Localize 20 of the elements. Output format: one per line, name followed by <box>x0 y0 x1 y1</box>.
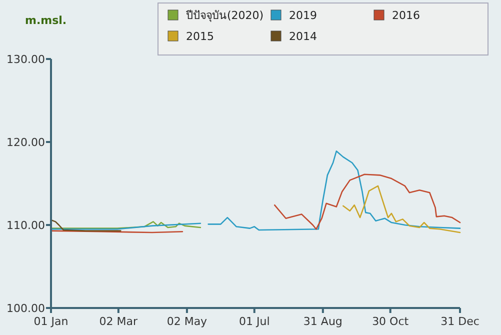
legend-label: ปีปัจจุบัน(2020) <box>185 8 264 22</box>
line-series <box>50 221 202 229</box>
x-tick-label: 02 May <box>166 315 208 328</box>
legend-label: 2016 <box>392 8 420 22</box>
y-tick-label: 120.00 <box>6 136 45 149</box>
y-tick-label: 130.00 <box>6 52 45 66</box>
line-series <box>50 219 122 232</box>
y-tick-label: 100.00 <box>6 302 45 315</box>
legend-label: 2014 <box>289 30 317 43</box>
x-tick-label: 02 Mar <box>99 315 138 328</box>
x-tick-label: 30 Oct <box>372 315 410 328</box>
line-series <box>342 185 461 234</box>
y-axis-title: m.msl. <box>25 14 67 27</box>
legend-label: 2019 <box>289 8 317 22</box>
y-tick-label: 110.00 <box>6 218 45 232</box>
x-tick-label: 31 Aug <box>303 315 342 328</box>
legend-label: 2015 <box>186 30 214 43</box>
x-tick-label: 01 Jan <box>34 315 68 328</box>
x-tick-label: 31 Dec <box>440 315 480 328</box>
x-tick-label: 01 Jul <box>238 315 270 328</box>
